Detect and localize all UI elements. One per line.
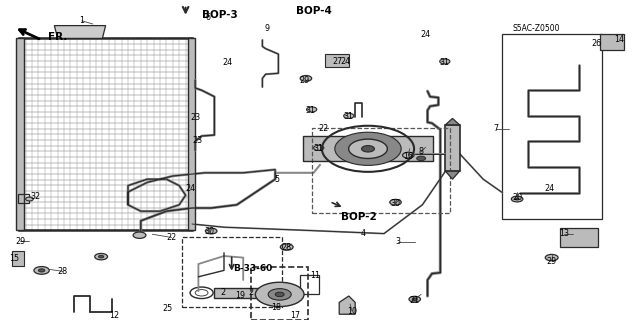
Text: 32: 32 bbox=[30, 192, 40, 201]
Circle shape bbox=[99, 255, 104, 258]
Circle shape bbox=[545, 254, 558, 261]
Text: 12: 12 bbox=[109, 311, 119, 320]
Bar bbox=[445, 125, 460, 171]
Text: 28: 28 bbox=[282, 244, 292, 252]
Polygon shape bbox=[445, 118, 460, 125]
Text: 29: 29 bbox=[547, 257, 557, 266]
Text: 6: 6 bbox=[205, 13, 211, 22]
Bar bbox=[303, 136, 433, 162]
Circle shape bbox=[300, 76, 312, 81]
Circle shape bbox=[335, 132, 401, 165]
Text: FR.: FR. bbox=[48, 32, 67, 42]
Polygon shape bbox=[339, 296, 355, 314]
Bar bbox=[188, 38, 195, 230]
Text: 19: 19 bbox=[235, 292, 245, 300]
Circle shape bbox=[417, 156, 426, 161]
Bar bbox=[502, 34, 602, 219]
Circle shape bbox=[280, 244, 293, 250]
Text: 22: 22 bbox=[166, 233, 177, 242]
Text: 11: 11 bbox=[310, 271, 320, 280]
Text: 29: 29 bbox=[15, 237, 26, 246]
Text: 24: 24 bbox=[420, 30, 431, 39]
Bar bbox=[19, 38, 192, 230]
Circle shape bbox=[275, 292, 284, 297]
Text: 2: 2 bbox=[248, 288, 253, 297]
Text: 30: 30 bbox=[205, 228, 215, 236]
Circle shape bbox=[26, 197, 33, 201]
Circle shape bbox=[390, 199, 401, 205]
Text: B-33-60: B-33-60 bbox=[234, 264, 273, 273]
Text: 13: 13 bbox=[559, 229, 570, 238]
Text: 25: 25 bbox=[163, 304, 173, 313]
Text: 9: 9 bbox=[265, 24, 270, 33]
Text: 1: 1 bbox=[79, 16, 84, 25]
Text: 16: 16 bbox=[403, 152, 413, 161]
Bar bbox=[182, 237, 282, 307]
Circle shape bbox=[205, 228, 217, 234]
Circle shape bbox=[34, 267, 49, 274]
Text: 31: 31 bbox=[440, 58, 450, 67]
Text: 23: 23 bbox=[192, 136, 202, 145]
Circle shape bbox=[344, 113, 354, 118]
Text: 8: 8 bbox=[419, 148, 424, 156]
Circle shape bbox=[409, 296, 420, 302]
Circle shape bbox=[440, 59, 450, 64]
Text: 17: 17 bbox=[291, 311, 301, 320]
Text: 24: 24 bbox=[186, 184, 196, 193]
Text: 10: 10 bbox=[347, 308, 357, 316]
Text: 28: 28 bbox=[58, 267, 68, 276]
Text: 14: 14 bbox=[614, 35, 625, 44]
Text: 3: 3 bbox=[396, 237, 401, 246]
Circle shape bbox=[95, 253, 108, 260]
Polygon shape bbox=[445, 171, 460, 179]
Text: BOP-4: BOP-4 bbox=[296, 6, 332, 16]
Text: 21: 21 bbox=[410, 296, 420, 305]
Text: BOP-2: BOP-2 bbox=[340, 212, 376, 222]
Circle shape bbox=[307, 107, 317, 112]
Circle shape bbox=[314, 145, 324, 150]
Text: 22: 22 bbox=[318, 124, 328, 133]
Text: BOP-3: BOP-3 bbox=[202, 10, 237, 20]
Text: 29: 29 bbox=[299, 76, 309, 85]
Text: 15: 15 bbox=[9, 254, 19, 263]
Text: 24: 24 bbox=[544, 184, 554, 193]
Bar bbox=[16, 38, 24, 230]
Text: 24: 24 bbox=[222, 58, 232, 67]
Polygon shape bbox=[325, 54, 349, 67]
Polygon shape bbox=[214, 288, 266, 298]
Text: 4: 4 bbox=[361, 229, 366, 238]
Text: 2: 2 bbox=[220, 288, 225, 297]
Polygon shape bbox=[12, 251, 24, 266]
Circle shape bbox=[255, 282, 304, 307]
Text: 20: 20 bbox=[512, 193, 522, 202]
Text: 31: 31 bbox=[305, 106, 316, 115]
Text: 30: 30 bbox=[390, 199, 401, 208]
Circle shape bbox=[349, 139, 387, 158]
Circle shape bbox=[403, 152, 414, 158]
Polygon shape bbox=[54, 26, 106, 38]
Polygon shape bbox=[560, 228, 598, 247]
Text: 5: 5 bbox=[274, 175, 279, 184]
Circle shape bbox=[511, 196, 523, 202]
Bar bbox=[251, 267, 308, 320]
Text: 7: 7 bbox=[493, 124, 499, 133]
Text: 26: 26 bbox=[591, 39, 602, 48]
Text: 31: 31 bbox=[314, 144, 324, 153]
Circle shape bbox=[268, 289, 291, 300]
Text: 31: 31 bbox=[344, 112, 354, 121]
Text: 27: 27 bbox=[333, 57, 343, 66]
Circle shape bbox=[133, 232, 146, 238]
Text: 18: 18 bbox=[271, 303, 282, 312]
Circle shape bbox=[38, 269, 45, 272]
Text: 23: 23 bbox=[190, 113, 200, 122]
Polygon shape bbox=[600, 34, 624, 50]
Bar bbox=[312, 128, 450, 213]
Circle shape bbox=[362, 146, 374, 152]
Text: S5AC-Z0500: S5AC-Z0500 bbox=[513, 24, 560, 33]
Circle shape bbox=[412, 298, 417, 300]
Text: 24: 24 bbox=[340, 57, 351, 66]
Circle shape bbox=[515, 198, 519, 200]
